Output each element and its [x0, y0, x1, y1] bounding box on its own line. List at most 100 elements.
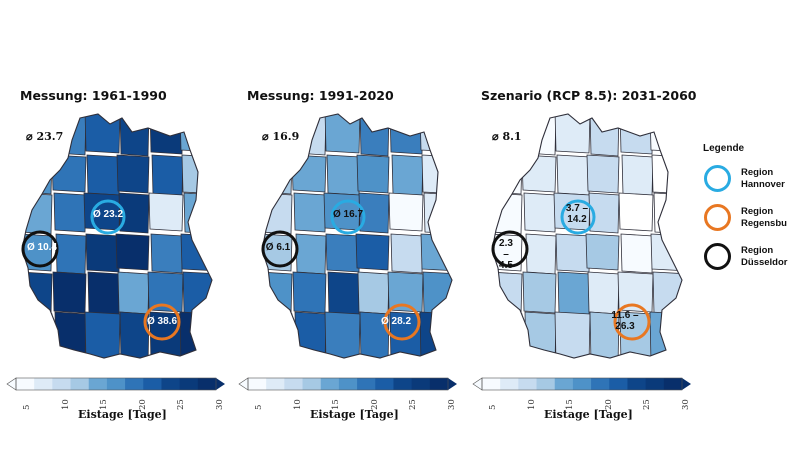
colorbar-extend-high [682, 378, 691, 390]
colorbar-tick-label: 5 [22, 404, 32, 410]
colorbar-swatch [663, 378, 683, 390]
map-panel-2031-2060: Szenario (RCP 8.5): 2031-2060 ⌀ 8.1 3.7 … [470, 0, 733, 475]
district-region [652, 271, 682, 316]
duesseldorf-circle [261, 230, 299, 268]
district-region [618, 192, 654, 232]
colorbar-swatch [554, 378, 574, 390]
hannover-circle [90, 199, 126, 235]
panel-title: Messung: 1991-2020 [247, 88, 394, 103]
colorbar-swatch [482, 378, 501, 390]
district-region [182, 271, 212, 316]
district-region [324, 311, 361, 358]
district-region [262, 192, 293, 235]
district-region [325, 233, 361, 273]
colorbar-swatch [591, 378, 610, 390]
district-region [262, 114, 293, 153]
district-region [119, 311, 150, 358]
colorbar-swatch [248, 378, 267, 390]
district-region [587, 271, 620, 315]
colorbar-title: Eistage [Tage] [544, 408, 633, 421]
district-region [621, 154, 654, 197]
district-region [87, 271, 121, 317]
colorbar-tick-label: 25 [642, 399, 652, 410]
district-region [586, 154, 620, 194]
district-region [150, 233, 184, 274]
district-region [262, 271, 293, 316]
district-region [589, 311, 620, 358]
colorbar-swatch [16, 378, 35, 390]
colorbar-swatch [125, 378, 144, 390]
district-region [180, 233, 212, 272]
district-region [650, 233, 682, 272]
map-panel-1961-1990: Messung: 1961-1990 ⌀ 23.7 Ø 23.2 Ø 10.4 … [0, 0, 263, 475]
district-region [522, 271, 557, 314]
legend: Legende Region Hannover Region Regensbu Re… [700, 143, 789, 270]
district-region [492, 154, 523, 195]
colorbar-swatch [161, 378, 181, 390]
mean-value: ⌀ 23.7 [26, 130, 64, 143]
colorbar-frame [247, 377, 449, 391]
district-region [151, 154, 184, 197]
district-region [492, 271, 523, 316]
district-region [419, 311, 452, 358]
colorbar-extend-low [472, 377, 483, 391]
district-region [492, 192, 523, 235]
district-region [85, 233, 121, 273]
district-region [53, 192, 87, 233]
colorbar-extend-low [6, 377, 17, 391]
district-region [22, 271, 53, 316]
colorbar-tick-label: 15 [331, 399, 341, 410]
district-region [557, 271, 591, 317]
regensburg-value: 11.6 – 26.3 [611, 310, 639, 332]
colorbar-1 [6, 377, 225, 391]
district-region [390, 233, 424, 274]
colorbar-tick-label: 10 [60, 399, 71, 410]
panel-title: Szenario (RCP 8.5): 2031-2060 [481, 88, 697, 103]
colorbar-tick-label: 30 [214, 399, 225, 410]
district-region [556, 154, 591, 196]
colorbar-tick-label: 15 [99, 399, 109, 410]
legend-label: Region Hannover [741, 167, 785, 190]
map-panel-1991-2020: Messung: 1991-2020 ⌀ 16.9 Ø 16.7 Ø 6.1 Ø… [240, 0, 503, 475]
district-region [359, 311, 390, 358]
regensburg-circle [613, 303, 651, 341]
district-region [119, 114, 150, 157]
colorbar-swatch [179, 378, 199, 390]
colorbar-tick-label: 15 [565, 399, 575, 410]
district-region [181, 154, 212, 195]
colorbar-swatch [645, 378, 665, 390]
duesseldorf-value: 2.3 – 4.5 [499, 238, 513, 271]
colorbar-extend-high [216, 378, 225, 390]
district-region [179, 311, 212, 358]
colorbar-tick-label: 30 [446, 399, 457, 410]
country-outline [261, 113, 453, 359]
germany-map [491, 113, 683, 359]
legend-label: Region Düsseldor [741, 245, 788, 268]
country-outline [21, 113, 213, 359]
panel-title: Messung: 1961-1990 [20, 88, 167, 103]
colorbar-extend-low [238, 377, 249, 391]
legend-ring-orange [704, 204, 731, 231]
colorbar-swatch [536, 378, 556, 390]
district-region [554, 311, 591, 358]
district-region [588, 192, 620, 234]
district-region [555, 233, 591, 273]
district-region [116, 154, 150, 194]
district-region [492, 114, 523, 153]
colorbar-swatch [500, 378, 519, 390]
colorbar-swatch [572, 378, 592, 390]
colorbar-frame [15, 377, 217, 391]
regensburg-value: Ø 38.6 [146, 316, 178, 327]
colorbar-title: Eistage [Tage] [78, 408, 167, 421]
colorbar-swatch [88, 378, 108, 390]
district-region [22, 154, 53, 195]
district-region [84, 311, 121, 358]
colorbar-swatch [52, 378, 72, 390]
district-region [117, 271, 150, 315]
colorbar-swatch [34, 378, 53, 390]
regensburg-value: Ø 28.2 [380, 316, 412, 327]
district-region [148, 192, 184, 232]
district-region [525, 233, 557, 275]
colorbar-swatch [266, 378, 285, 390]
district-region [115, 233, 150, 271]
